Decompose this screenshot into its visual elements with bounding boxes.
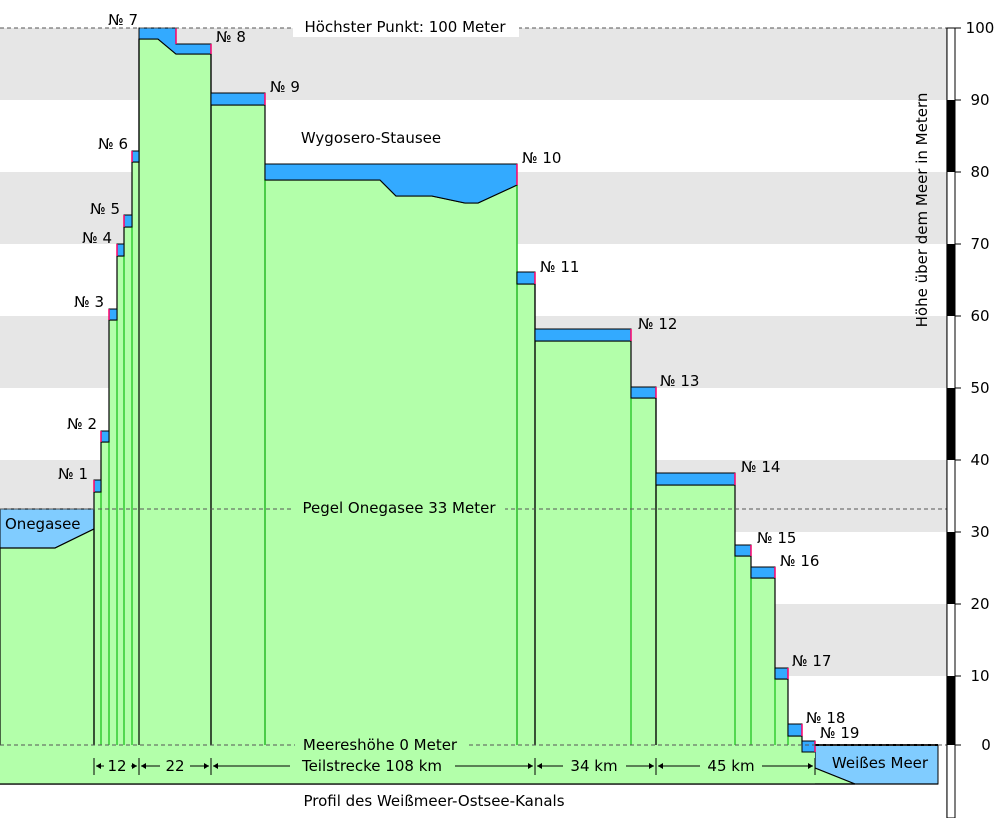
y-tick-0: 0 xyxy=(981,736,991,754)
reach-9 xyxy=(210,92,266,106)
segment-label-108: Teilstrecke 108 km xyxy=(301,757,442,775)
reach-1 xyxy=(93,479,102,493)
y-tick-50: 50 xyxy=(970,379,989,397)
reach-2 xyxy=(100,430,110,443)
onega-label: Onegasee xyxy=(5,515,81,533)
lock-label-14: № 14 xyxy=(741,458,780,476)
reach-5 xyxy=(123,214,133,228)
reach-18 xyxy=(787,723,803,737)
lock-label-16: № 16 xyxy=(780,552,819,570)
onega-level-label: Pegel Onegasee 33 Meter xyxy=(302,499,496,517)
lock-label-6: № 6 xyxy=(98,135,128,153)
reach-19 xyxy=(801,740,816,753)
lock-label-9: № 9 xyxy=(270,78,300,96)
reservoir-label: Wygosero-Stausee xyxy=(301,129,441,147)
y-tick-40: 40 xyxy=(970,451,989,469)
y-tick-60: 60 xyxy=(970,307,989,325)
segment-label-34: 34 km xyxy=(570,757,617,775)
lock-label-18: № 18 xyxy=(806,709,845,727)
y-tick-30: 30 xyxy=(970,523,989,541)
y-tick-20: 20 xyxy=(970,595,989,613)
segment-label-22: 22 xyxy=(165,757,184,775)
segment-labels: 12 22 Teilstrecke 108 km 34 km 45 km xyxy=(107,757,754,775)
reach-6 xyxy=(131,150,140,163)
diagram-title: Profil des Weißmeer-Ostsee-Kanals xyxy=(303,792,564,810)
lock-label-13: № 13 xyxy=(660,372,699,390)
lock-label-17: № 17 xyxy=(792,652,831,670)
reach-3 xyxy=(108,308,118,321)
water-bodies xyxy=(0,508,939,785)
y-tick-80: 80 xyxy=(970,163,989,181)
y-tick-70: 70 xyxy=(970,235,989,253)
segment-arrowheads xyxy=(96,763,813,769)
sea-level-label: Meereshöhe 0 Meter xyxy=(303,736,458,754)
reference-labels: Höchster Punkt: 100 Meter Pegel Onegasee… xyxy=(293,15,519,754)
lock-label-19: № 19 xyxy=(820,724,859,742)
reach-16 xyxy=(750,566,776,579)
y-axis: 100 90 80 70 60 50 40 30 20 10 0 Höhe üb… xyxy=(913,19,994,818)
lock-label-10: № 10 xyxy=(522,149,561,167)
lock-label-8: № 8 xyxy=(216,28,246,46)
segment-label-12: 12 xyxy=(107,757,126,775)
reach-4 xyxy=(116,243,125,257)
lock-label-7: № 7 xyxy=(108,11,138,29)
lock-label-11: № 11 xyxy=(540,258,579,276)
reach-17 xyxy=(774,667,789,680)
ground-profile xyxy=(0,38,856,785)
y-tick-10: 10 xyxy=(970,667,989,685)
y-axis-label: Höhe über dem Meer in Metern xyxy=(913,93,931,328)
lock-label-5: № 5 xyxy=(90,200,120,218)
lock-label-15: № 15 xyxy=(757,529,796,547)
highest-label: Höchster Punkt: 100 Meter xyxy=(304,18,506,36)
reach-11 xyxy=(516,271,536,285)
lock-markers xyxy=(93,28,816,752)
reach-15 xyxy=(734,544,752,557)
reach-water xyxy=(93,27,816,753)
lock-label-1: № 1 xyxy=(58,465,88,483)
lock-label-3: № 3 xyxy=(74,293,104,311)
reach-13 xyxy=(630,386,657,399)
reach-14 xyxy=(655,472,736,486)
lock-label-4: № 4 xyxy=(82,229,112,247)
lock-label-12: № 12 xyxy=(638,315,677,333)
segment-label-45: 45 km xyxy=(707,757,754,775)
reference-lines xyxy=(0,27,947,746)
reach-12 xyxy=(534,328,632,342)
lock-label-2: № 2 xyxy=(67,415,97,433)
y-tick-90: 90 xyxy=(970,91,989,109)
lock-labels: № 1 № 2 № 3 № 4 № 5 № 6 № 7 № 8 № 9 № 10… xyxy=(58,11,859,742)
y-tick-100: 100 xyxy=(966,19,995,37)
white-sea-label: Weißes Meer xyxy=(832,754,929,772)
